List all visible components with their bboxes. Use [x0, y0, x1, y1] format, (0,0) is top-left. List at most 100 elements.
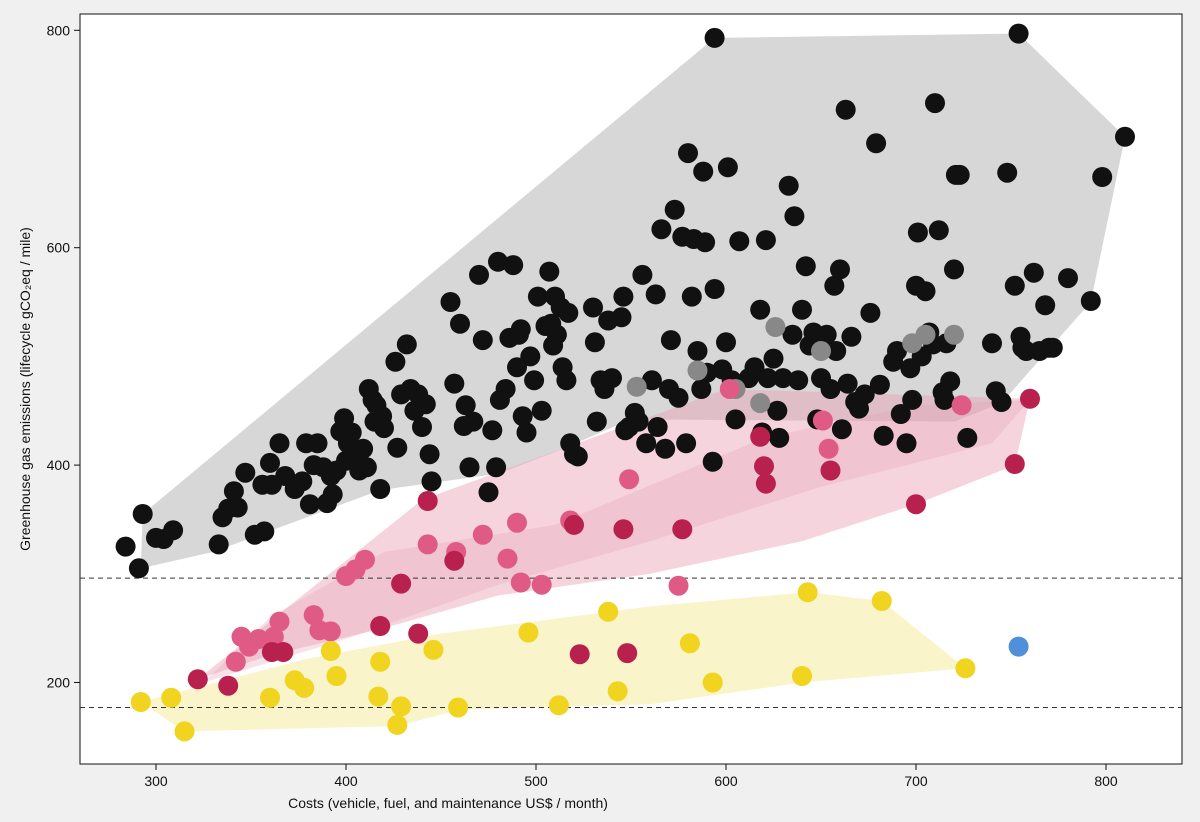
- point-s0-209: [1058, 268, 1078, 289]
- point-s0-152: [792, 299, 812, 320]
- point-s0-57: [440, 292, 461, 312]
- point-s0-0: [115, 536, 136, 557]
- point-s0-130: [702, 451, 723, 472]
- point-s0-9: [223, 481, 244, 502]
- point-s0-186: [925, 93, 945, 114]
- point-s4-20: [792, 666, 812, 686]
- point-s0-158: [816, 324, 837, 345]
- point-s0-119: [668, 387, 689, 408]
- point-s0-65: [472, 330, 493, 351]
- point-s0-91: [556, 370, 577, 391]
- point-s0-139: [744, 357, 765, 378]
- point-s0-76: [510, 319, 531, 340]
- point-s2-21: [668, 575, 689, 596]
- point-s0-62: [459, 457, 480, 478]
- point-s0-206: [1035, 295, 1056, 316]
- point-s2-25: [951, 395, 972, 416]
- point-s4-15: [548, 695, 569, 716]
- x-tick-label-700: 700: [904, 773, 928, 789]
- point-s0-59: [450, 313, 470, 334]
- point-s3-0: [187, 669, 208, 690]
- point-s0-166: [841, 326, 862, 347]
- point-s0-199: [997, 162, 1018, 183]
- axes: 300 400 500 600 700 800 200 400 600 800: [47, 22, 1118, 789]
- point-s3-19: [1004, 454, 1025, 474]
- point-s0-55: [419, 444, 440, 465]
- point-s0-136: [725, 409, 746, 430]
- point-s0-98: [586, 411, 607, 432]
- point-s0-112: [645, 284, 666, 305]
- point-s0-64: [469, 264, 489, 285]
- point-s4-5: [294, 677, 315, 698]
- point-s0-177: [896, 433, 917, 454]
- point-s0-198: [991, 392, 1012, 412]
- x-tick-label-400: 400: [334, 773, 358, 789]
- point-s2-16: [507, 512, 527, 533]
- point-s2-12: [417, 534, 438, 555]
- point-s0-151: [788, 370, 809, 391]
- point-s2-15: [497, 548, 518, 569]
- point-s0-118: [664, 199, 685, 220]
- point-s0-46: [385, 351, 406, 372]
- point-s0-159: [820, 379, 841, 399]
- point-s0-114: [651, 219, 672, 240]
- x-tick-label-800: 800: [1094, 773, 1118, 789]
- point-s0-37: [353, 438, 374, 459]
- point-s0-126: [691, 379, 712, 399]
- point-s0-179: [902, 389, 923, 410]
- point-s4-10: [387, 714, 408, 735]
- point-s0-208: [1042, 337, 1063, 358]
- point-s0-195: [957, 427, 978, 448]
- point-s3-8: [444, 550, 465, 571]
- point-s0-131: [704, 279, 725, 299]
- point-s3-17: [820, 460, 841, 481]
- point-s0-104: [613, 286, 634, 307]
- point-s0-74: [507, 357, 527, 378]
- point-s3-1: [218, 675, 239, 696]
- point-s0-143: [757, 368, 778, 389]
- point-s0-61: [455, 395, 476, 416]
- point-s0-53: [412, 417, 432, 437]
- point-s0-187: [928, 220, 949, 241]
- point-s0-71: [495, 379, 516, 399]
- point-s0-97: [584, 332, 605, 353]
- point-s2-3: [248, 629, 269, 649]
- point-s0-88: [546, 324, 567, 345]
- point-s4-17: [607, 681, 628, 702]
- point-s0-10: [227, 497, 248, 518]
- point-s0-212: [1115, 126, 1135, 147]
- point-s0-17: [269, 433, 290, 454]
- x-tick-label-300: 300: [144, 773, 168, 789]
- point-s0-78: [516, 422, 537, 443]
- x-tick-label-600: 600: [714, 773, 738, 789]
- point-s0-200: [1004, 275, 1025, 296]
- point-s2-4: [263, 626, 284, 647]
- point-s0-56: [421, 471, 442, 492]
- point-s3-15: [754, 456, 774, 477]
- point-s2-5: [269, 611, 290, 632]
- point-s0-164: [835, 99, 856, 120]
- point-s0-96: [583, 297, 603, 318]
- point-s3-20: [1020, 388, 1040, 409]
- point-s4-23: [955, 658, 976, 679]
- point-s4-0: [130, 692, 151, 712]
- reference-lines: [80, 577, 1182, 708]
- point-s0-58: [444, 373, 465, 394]
- point-s0-153: [795, 256, 816, 277]
- point-s2-0: [225, 651, 246, 672]
- point-s0-80: [524, 370, 545, 391]
- point-s4-14: [518, 622, 539, 643]
- point-s3-14: [750, 426, 771, 447]
- point-s0-122: [678, 143, 698, 164]
- point-s0-150: [784, 206, 805, 227]
- point-s0-137: [729, 231, 750, 252]
- point-s3-5: [391, 573, 412, 594]
- point-s0-22: [299, 494, 320, 515]
- point-s0-181: [907, 222, 928, 243]
- point-s3-13: [672, 519, 693, 540]
- point-s0-121: [676, 433, 697, 454]
- point-s0-14: [254, 521, 275, 542]
- y-tick-label-200: 200: [47, 674, 71, 690]
- point-s0-123: [681, 286, 702, 307]
